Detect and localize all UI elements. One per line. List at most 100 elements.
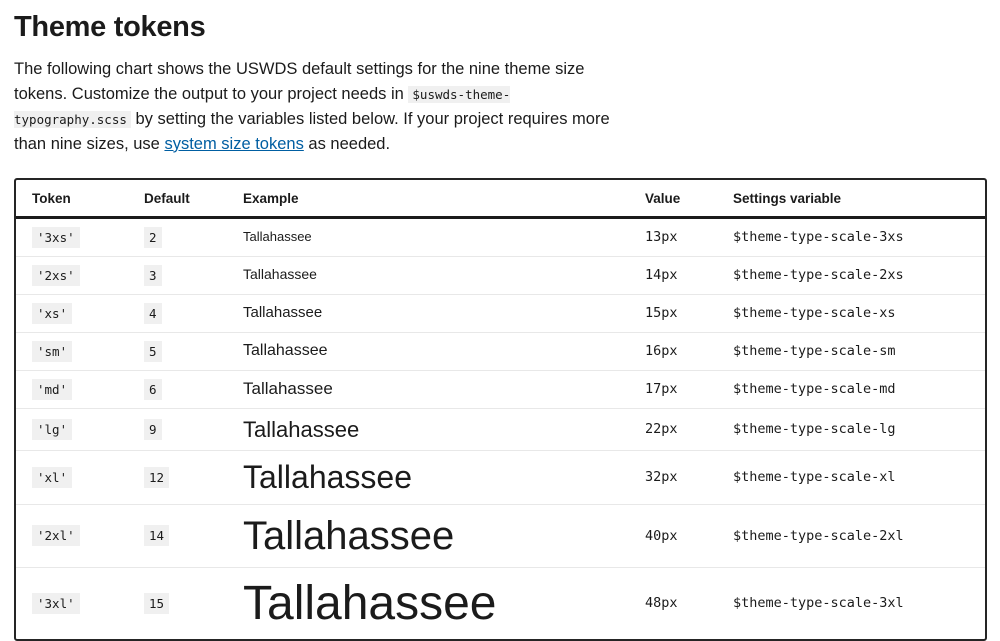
token-cell: '3xl' [16,566,128,640]
settings-variable-cell: $theme-type-scale-xl [717,450,985,505]
table-header: Token Default Example Value Settings var… [16,179,985,219]
value-text: 13px [645,229,678,246]
example-text: Tallahassee [243,304,323,322]
default-cell: 9 [128,407,227,451]
column-header-settings-variable: Settings variable [717,179,985,219]
token-code: 'sm' [32,340,73,362]
value-cell: 13px [629,217,717,256]
token-code: '3xs' [32,226,80,248]
settings-variable-text: $theme-type-scale-2xs [733,267,904,284]
token-code: '3xl' [32,592,80,614]
settings-variable-text: $theme-type-scale-2xl [733,527,904,544]
table-row: 'md' 6 Tallahassee 17px $theme-type-scal… [16,369,985,409]
intro-paragraph: The following chart shows the USWDS defa… [14,57,622,157]
example-text: Tallahassee [243,266,317,283]
token-code: 'xs' [32,302,73,324]
token-code: 'md' [32,378,73,400]
settings-variable-cell: $theme-type-scale-md [717,369,985,409]
table-row: 'sm' 5 Tallahassee 16px $theme-type-scal… [16,331,985,371]
value-text: 16px [645,343,678,360]
column-header-default: Default [128,179,227,219]
settings-variable-cell: $theme-type-scale-2xs [717,255,985,295]
page-title: Theme tokens [14,11,206,43]
settings-variable-text: $theme-type-scale-lg [733,421,896,438]
example-text: Tallahassee [243,342,328,360]
token-cell: 'xl' [16,450,128,505]
value-text: 14px [645,267,678,284]
theme-tokens-table: Token Default Example Value Settings var… [16,179,985,640]
system-size-tokens-link[interactable]: system size tokens [164,134,304,153]
default-code: 5 [144,340,162,362]
settings-variable-cell: $theme-type-scale-2xl [717,503,985,568]
example-cell: Tallahassee [227,369,629,409]
settings-variable-cell: $theme-type-scale-lg [717,407,985,451]
token-code: '2xs' [32,264,80,286]
token-cell: 'xs' [16,293,128,333]
value-cell: 14px [629,255,717,295]
example-cell: Tallahassee [227,566,629,640]
default-cell: 14 [128,503,227,568]
settings-variable-text: $theme-type-scale-3xl [733,595,904,612]
token-cell: 'md' [16,369,128,409]
value-cell: 22px [629,407,717,451]
example-text: Tallahassee [243,229,312,245]
value-cell: 48px [629,566,717,640]
example-cell: Tallahassee [227,407,629,451]
value-text: 15px [645,305,678,322]
table-row: 'lg' 9 Tallahassee 22px $theme-type-scal… [16,407,985,451]
settings-variable-cell: $theme-type-scale-3xl [717,566,985,640]
token-cell: 'lg' [16,407,128,451]
settings-variable-text: $theme-type-scale-sm [733,343,896,360]
example-text: Tallahassee [243,416,360,442]
table-row: '3xl' 15 Tallahassee 48px $theme-type-sc… [16,566,985,640]
settings-variable-text: $theme-type-scale-md [733,381,896,398]
value-cell: 16px [629,331,717,371]
default-code: 15 [144,592,170,614]
value-text: 48px [645,595,678,612]
value-cell: 17px [629,369,717,409]
default-cell: 12 [128,450,227,505]
example-cell: Tallahassee [227,331,629,371]
table-row: 'xs' 4 Tallahassee 15px $theme-type-scal… [16,293,985,333]
intro-text-3: as needed. [303,134,391,153]
table-row: '2xs' 3 Tallahassee 14px $theme-type-sca… [16,255,985,295]
example-text: Tallahassee [243,576,497,630]
example-text: Tallahassee [243,379,333,399]
example-cell: Tallahassee [227,503,629,568]
intro-text-2: by setting the variables listed below. I… [14,109,610,153]
default-cell: 3 [128,255,227,295]
example-text: Tallahassee [243,513,455,558]
settings-variable-cell: $theme-type-scale-3xs [717,217,985,256]
token-code: '2xl' [32,525,80,547]
table-row: 'xl' 12 Tallahassee 32px $theme-type-sca… [16,450,985,505]
table-row: '2xl' 14 Tallahassee 40px $theme-type-sc… [16,503,985,568]
value-cell: 40px [629,503,717,568]
value-text: 17px [645,381,678,398]
default-code: 2 [144,226,162,248]
token-cell: '3xs' [16,217,128,256]
example-cell: Tallahassee [227,293,629,333]
default-code: 6 [144,378,162,400]
token-code: 'xl' [32,466,73,488]
theme-tokens-table-wrap: Token Default Example Value Settings var… [14,177,987,641]
default-code: 14 [144,525,170,547]
token-cell: 'sm' [16,331,128,371]
settings-variable-text: $theme-type-scale-3xs [733,229,904,246]
table-row: '3xs' 2 Tallahassee 13px $theme-type-sca… [16,217,985,256]
default-code: 4 [144,302,162,324]
value-text: 22px [645,421,678,438]
settings-variable-cell: $theme-type-scale-xs [717,293,985,333]
default-cell: 2 [128,217,227,256]
settings-variable-text: $theme-type-scale-xl [733,469,896,486]
default-code: 12 [144,466,170,488]
default-cell: 4 [128,293,227,333]
default-cell: 5 [128,331,227,371]
token-code: 'lg' [32,418,73,440]
value-cell: 32px [629,450,717,505]
value-text: 32px [645,469,678,486]
example-cell: Tallahassee [227,450,629,505]
default-cell: 15 [128,566,227,640]
column-header-token: Token [16,179,128,219]
token-cell: '2xl' [16,503,128,568]
column-header-value: Value [629,179,717,219]
